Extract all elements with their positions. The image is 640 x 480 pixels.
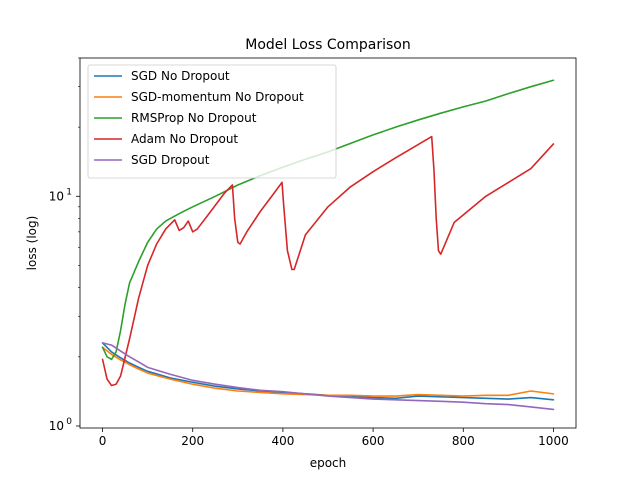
y-tick-label: 10 — [49, 419, 64, 433]
legend-label: SGD No Dropout — [131, 69, 230, 83]
legend-label: SGD Dropout — [131, 153, 210, 167]
legend-box — [87, 64, 337, 179]
x-tick-label: 1000 — [538, 434, 569, 448]
x-tick-label: 0 — [99, 434, 107, 448]
series-layer — [101, 79, 555, 411]
series-line-3 — [101, 135, 555, 387]
x-tick-label: 200 — [181, 434, 204, 448]
x-tick-label: 400 — [271, 434, 294, 448]
x-axis-label: epoch — [310, 456, 347, 470]
x-tick-label: 600 — [362, 434, 385, 448]
legend-label: Adam No Dropout — [131, 132, 238, 146]
y-axis-label: loss (log) — [25, 216, 39, 271]
plot-frame — [79, 57, 577, 429]
legend-label: SGD-momentum No Dropout — [131, 90, 304, 104]
legend-label: RMSProp No Dropout — [131, 111, 257, 125]
x-axis: 0 200 400 600 800 1000 — [99, 428, 569, 448]
legend: SGD No Dropout SGD-momentum No Dropout RMS… — [87, 64, 337, 179]
y-tick-exponent: 1 — [66, 187, 72, 197]
chart-title: Model Loss Comparison — [245, 37, 410, 53]
series-line-4 — [101, 342, 555, 411]
y-tick-label: 10 — [49, 189, 64, 203]
series-line-1 — [101, 346, 555, 397]
x-tick-label: 800 — [452, 434, 475, 448]
y-tick-exponent: 0 — [66, 417, 72, 427]
